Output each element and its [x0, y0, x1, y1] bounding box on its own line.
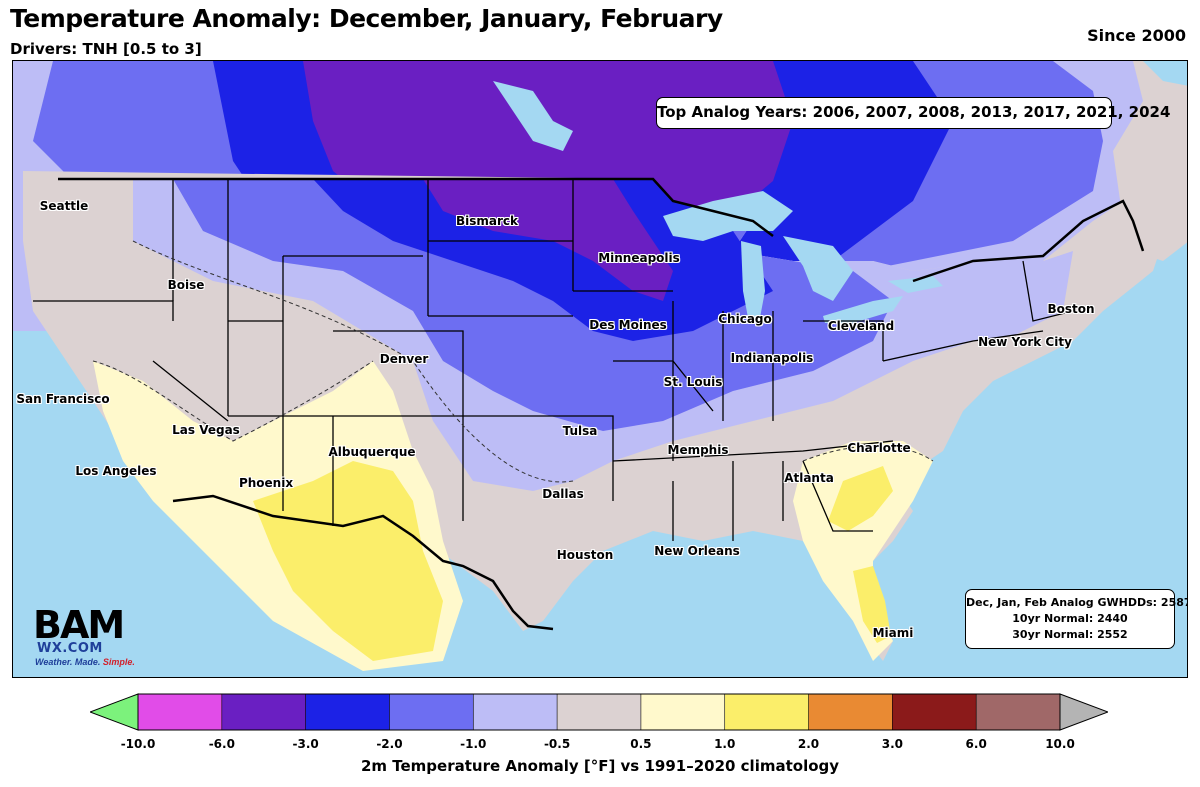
colorbar-over-arrow: [1059, 693, 1108, 731]
logo-tagline-part1: Weather. Made.: [35, 657, 103, 667]
colorbar-tick-label: -3.0: [292, 737, 319, 751]
city-label: St. Louis: [663, 375, 723, 389]
map-title: Temperature Anomaly: December, January, …: [10, 4, 723, 33]
city-label: Indianapolis: [730, 351, 814, 365]
city-label: Cleveland: [827, 319, 895, 333]
city-label: Minneapolis: [598, 251, 680, 265]
colorbar-tick-label: -10.0: [120, 737, 156, 751]
city-label: Albuquerque: [328, 445, 416, 459]
since-label: Since 2000: [1087, 26, 1186, 45]
city-label: Denver: [379, 352, 429, 366]
city-label: Dallas: [542, 487, 584, 501]
colorbar-segment: [892, 694, 977, 730]
us-canada-border-east: [912, 199, 1145, 283]
us-canada-border: [58, 177, 774, 237]
bamwx-logo: BAM WX.COM Weather. Made. Simple.: [33, 603, 145, 669]
city-label: Bismarck: [455, 214, 519, 228]
colorbar-tick-label: 6.0: [965, 737, 987, 751]
map-subtitle: Drivers: TNH [0.5 to 3]: [10, 40, 202, 58]
lake-ontario: [888, 276, 943, 293]
colorbar-tick-label: -1.0: [460, 737, 487, 751]
colorbar-frame: [137, 693, 1061, 731]
lake-huron: [783, 236, 853, 301]
city-label: New Orleans: [654, 544, 740, 558]
city-label: Houston: [556, 548, 614, 562]
city-label: New York City: [978, 335, 1072, 349]
city-label: San Francisco: [16, 392, 110, 406]
colorbar-segment: [389, 694, 474, 730]
contour-lines: [92, 240, 934, 483]
state-lines: [33, 179, 1074, 541]
colorbar-tick-label: 3.0: [881, 737, 903, 751]
city-label: Phoenix: [238, 476, 294, 490]
gwhdd-30yr-line: 30yr Normal: 2552: [1012, 628, 1128, 641]
colorbar-tick-label: 10.0: [1045, 737, 1075, 751]
colorbar-segment: [305, 694, 390, 730]
city-label: Boise: [167, 278, 205, 292]
colorbar-segment: [557, 694, 642, 730]
logo-tagline: Weather. Made. Simple.: [35, 657, 135, 667]
gwhdd-box: Dec, Jan, Feb Analog GWHDDs: 2587 10yr N…: [965, 589, 1188, 649]
colorbar-tick-label: 2.0: [797, 737, 820, 751]
city-label: Los Angeles: [75, 464, 157, 478]
logo-bam-text: BAM: [33, 603, 125, 647]
temperature-anomaly-map: Top Analog Years: 2006, 2007, 2008, 2013…: [12, 60, 1188, 678]
lake-michigan: [741, 241, 765, 323]
colorbar-segment: [221, 694, 307, 730]
colorbar-segment: [640, 694, 726, 730]
city-label: Boston: [1047, 302, 1095, 316]
city-label: Chicago: [718, 312, 772, 326]
city-label: Seattle: [39, 199, 89, 213]
lake-erie: [823, 296, 903, 323]
colorbar-segment: [473, 694, 558, 730]
southwest-hot: [253, 461, 443, 661]
city-label: Des Moines: [589, 318, 667, 332]
southeast-warm: [793, 441, 933, 661]
southeast-hot: [828, 466, 893, 531]
colorbar: [90, 693, 1108, 731]
colorbar-tick-label: 1.0: [714, 737, 736, 751]
analog-years-box: Top Analog Years: 2006, 2007, 2008, 2013…: [656, 97, 1170, 129]
usa-deep-cold: [423, 179, 673, 301]
city-label: Charlotte: [847, 441, 911, 455]
colorbar-tick-label: -6.0: [208, 737, 235, 751]
logo-tagline-part2: Simple.: [102, 657, 135, 667]
city-label: Las Vegas: [172, 423, 240, 437]
city-label: Memphis: [667, 443, 729, 457]
gwhdd-analog-line: Dec, Jan, Feb Analog GWHDDs: 2587: [966, 596, 1188, 609]
colorbar-segment: [976, 694, 1061, 730]
colorbar-tick-label: -2.0: [376, 737, 403, 751]
colorbar-tick-label: 0.5: [630, 737, 652, 751]
colorbar-label: 2m Temperature Anomaly [°F] vs 1991–2020…: [360, 757, 840, 775]
colorbar-under-arrow: [90, 693, 139, 731]
city-label: Miami: [872, 626, 914, 640]
city-label: Atlanta: [784, 471, 834, 485]
city-label: Tulsa: [562, 424, 598, 438]
colorbar-segment: [808, 694, 893, 730]
colorbar-segment: [138, 694, 223, 730]
us-mexico-border: [172, 494, 554, 631]
colorbar-segment: [724, 694, 810, 730]
canadian-lake: [493, 81, 573, 151]
colorbar-tick-label: -0.5: [543, 737, 571, 751]
logo-wx-text: WX.COM: [37, 641, 103, 656]
florida-hot: [853, 566, 891, 643]
gwhdd-10yr-line: 10yr Normal: 2440: [1012, 612, 1128, 625]
